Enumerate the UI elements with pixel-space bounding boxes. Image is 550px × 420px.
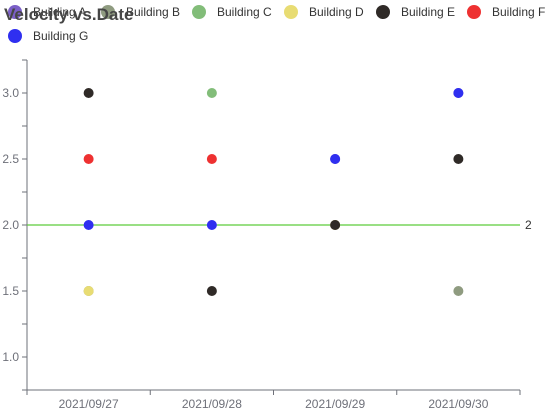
legend-marker <box>101 5 115 19</box>
legend-item: Building G <box>8 29 88 43</box>
data-point <box>453 286 464 296</box>
legend-item: Building F <box>467 5 545 19</box>
y-tick-label: 1.5 <box>2 284 19 298</box>
data-point <box>83 88 94 98</box>
legend-item: Building C <box>192 5 272 19</box>
data-point <box>206 220 217 230</box>
legend-item: Building B <box>101 5 180 19</box>
y-tick-label: 3.0 <box>2 86 19 100</box>
data-point <box>206 286 217 296</box>
data-points <box>83 88 464 296</box>
data-point <box>83 220 94 230</box>
legend-marker <box>192 5 206 19</box>
legend-label: Building C <box>217 5 272 19</box>
reference-line-group: 2 <box>27 218 532 232</box>
legend-label: Building A <box>33 5 86 19</box>
data-point <box>453 88 464 98</box>
legend-item: Building E <box>376 5 455 19</box>
legend: Building A Building B Building C Building D… <box>8 5 545 43</box>
legend-label: Building E <box>401 5 455 19</box>
x-tick-label: 2021/09/29 <box>305 397 365 411</box>
legend-marker <box>8 5 22 19</box>
legend-marker <box>376 5 390 19</box>
legend-marker <box>8 29 22 43</box>
legend-item: Building A <box>8 5 86 19</box>
data-point <box>206 154 217 164</box>
data-point <box>206 88 217 98</box>
x-tick-label: 2021/09/28 <box>182 397 242 411</box>
legend-label: Building G <box>33 29 88 43</box>
x-tick-label: 2021/09/30 <box>428 397 488 411</box>
chart-title: Velocity vs.Date <box>4 5 133 24</box>
legend-label: Building D <box>309 5 364 19</box>
legend-item: Building D <box>284 5 364 19</box>
x-tick-label: 2021/09/27 <box>59 397 119 411</box>
legend-marker <box>284 5 298 19</box>
data-point <box>83 286 94 296</box>
reference-line-label: 2 <box>525 218 532 232</box>
legend-label: Building B <box>126 5 180 19</box>
legend-label: Building F <box>492 5 545 19</box>
legend-marker <box>467 5 481 19</box>
y-tick-label: 1.0 <box>2 350 19 364</box>
data-point <box>330 220 341 230</box>
data-point <box>453 154 464 164</box>
y-tick-label: 2.5 <box>2 152 19 166</box>
data-point <box>83 154 94 164</box>
y-tick-label: 2.0 <box>2 218 19 232</box>
axes: 1.0 1.5 2.0 2.5 3.0 2021/09/27 2021/09/28 2021/… <box>2 59 521 411</box>
data-point <box>330 154 341 164</box>
